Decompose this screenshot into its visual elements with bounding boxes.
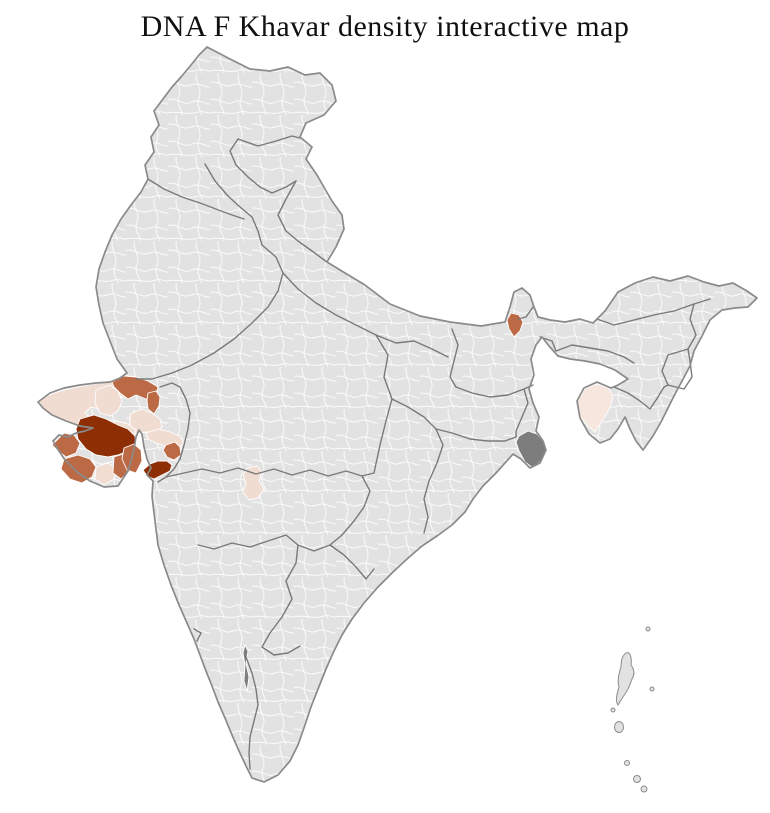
district-sundarbans[interactable] [515,430,547,469]
district-vadodara[interactable] [162,441,182,461]
district-mehsana[interactable] [146,390,161,415]
district-kerala-backwaters[interactable] [242,644,250,692]
page-title: DNA F Khavar density interactive map [140,10,630,43]
district-junagadh[interactable] [60,454,97,484]
india-density-map[interactable] [0,44,770,802]
state-borders [135,135,711,770]
district-central-mp[interactable] [242,465,265,501]
island-chain [610,626,655,793]
choropleth-districts [38,312,614,692]
district-patan[interactable] [94,384,123,417]
district-gir-somnath[interactable] [94,462,117,486]
